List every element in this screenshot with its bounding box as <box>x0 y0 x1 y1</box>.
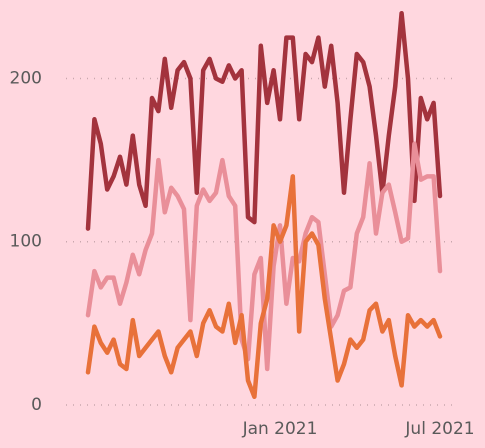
y-tick-label: 100 <box>10 232 42 252</box>
x-tick-label: Jan 2021 <box>242 419 318 439</box>
series-line <box>85 10 443 231</box>
x-tick-label: Jul 2021 <box>404 419 474 439</box>
series-line <box>85 174 443 400</box>
y-tick-label: 200 <box>10 68 42 88</box>
y-tick-label: 0 <box>31 395 42 415</box>
series-line <box>85 141 443 372</box>
